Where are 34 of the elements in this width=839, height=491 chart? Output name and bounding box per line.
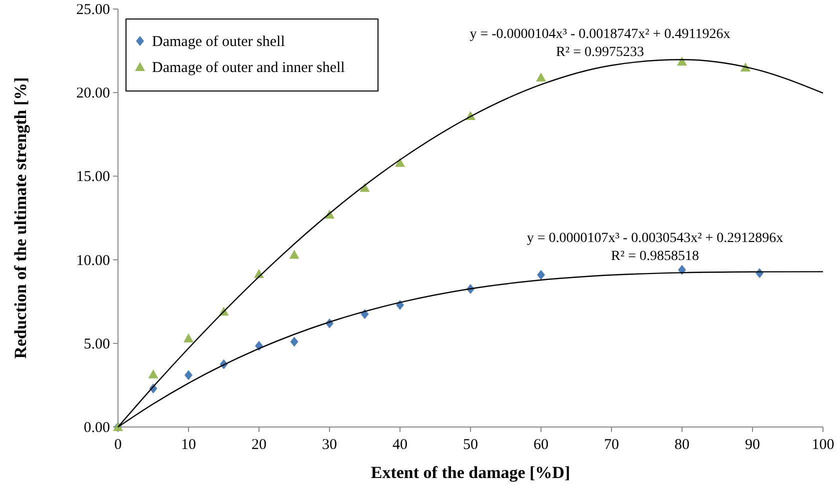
point <box>289 250 300 259</box>
x-tick-label: 70 <box>604 437 619 453</box>
annotation: R² = 0.9975233 <box>556 45 644 60</box>
point <box>148 369 158 378</box>
legend-label: Damage of outer shell <box>152 34 285 50</box>
x-tick-label: 100 <box>812 437 834 453</box>
x-tick-label: 60 <box>534 437 548 453</box>
x-tick-label: 80 <box>674 437 690 453</box>
y-tick-label: 15.00 <box>76 169 110 186</box>
x-tick-label: 0 <box>114 437 122 453</box>
point <box>395 158 405 167</box>
legend-label: Damage of outer and inner shell <box>152 60 345 76</box>
x-tick-label: 90 <box>745 437 760 453</box>
y-tick-label: 5.00 <box>84 336 110 352</box>
point <box>184 333 194 342</box>
annotation: y = 0.0000107x³ - 0.0030543x² + 0.2912896x <box>526 231 784 246</box>
x-tick-label: 20 <box>252 437 266 453</box>
point <box>536 72 546 82</box>
x-tick-label: 30 <box>322 437 337 453</box>
point <box>184 370 192 380</box>
y-tick-label: 0.00 <box>84 420 110 436</box>
x-axis-title: Extent of the damage [%D] <box>370 463 570 482</box>
x-tick-label: 40 <box>392 437 408 453</box>
y-tick-label: 10.00 <box>76 252 110 269</box>
y-axis-title: Reduction of the ultimate strength [%] <box>11 77 30 359</box>
annotation: y = -0.0000104x³ - 0.0018747x² + 0.4911926x <box>470 27 730 42</box>
y-tick-label: 25.00 <box>76 2 110 18</box>
point <box>537 270 545 280</box>
y-tick-label: 20.00 <box>76 86 110 102</box>
x-tick-label: 10 <box>181 437 196 453</box>
point <box>290 336 298 347</box>
point <box>360 182 370 192</box>
annotation: R² = 0.9858518 <box>611 249 699 264</box>
x-tick-label: 50 <box>463 437 478 453</box>
